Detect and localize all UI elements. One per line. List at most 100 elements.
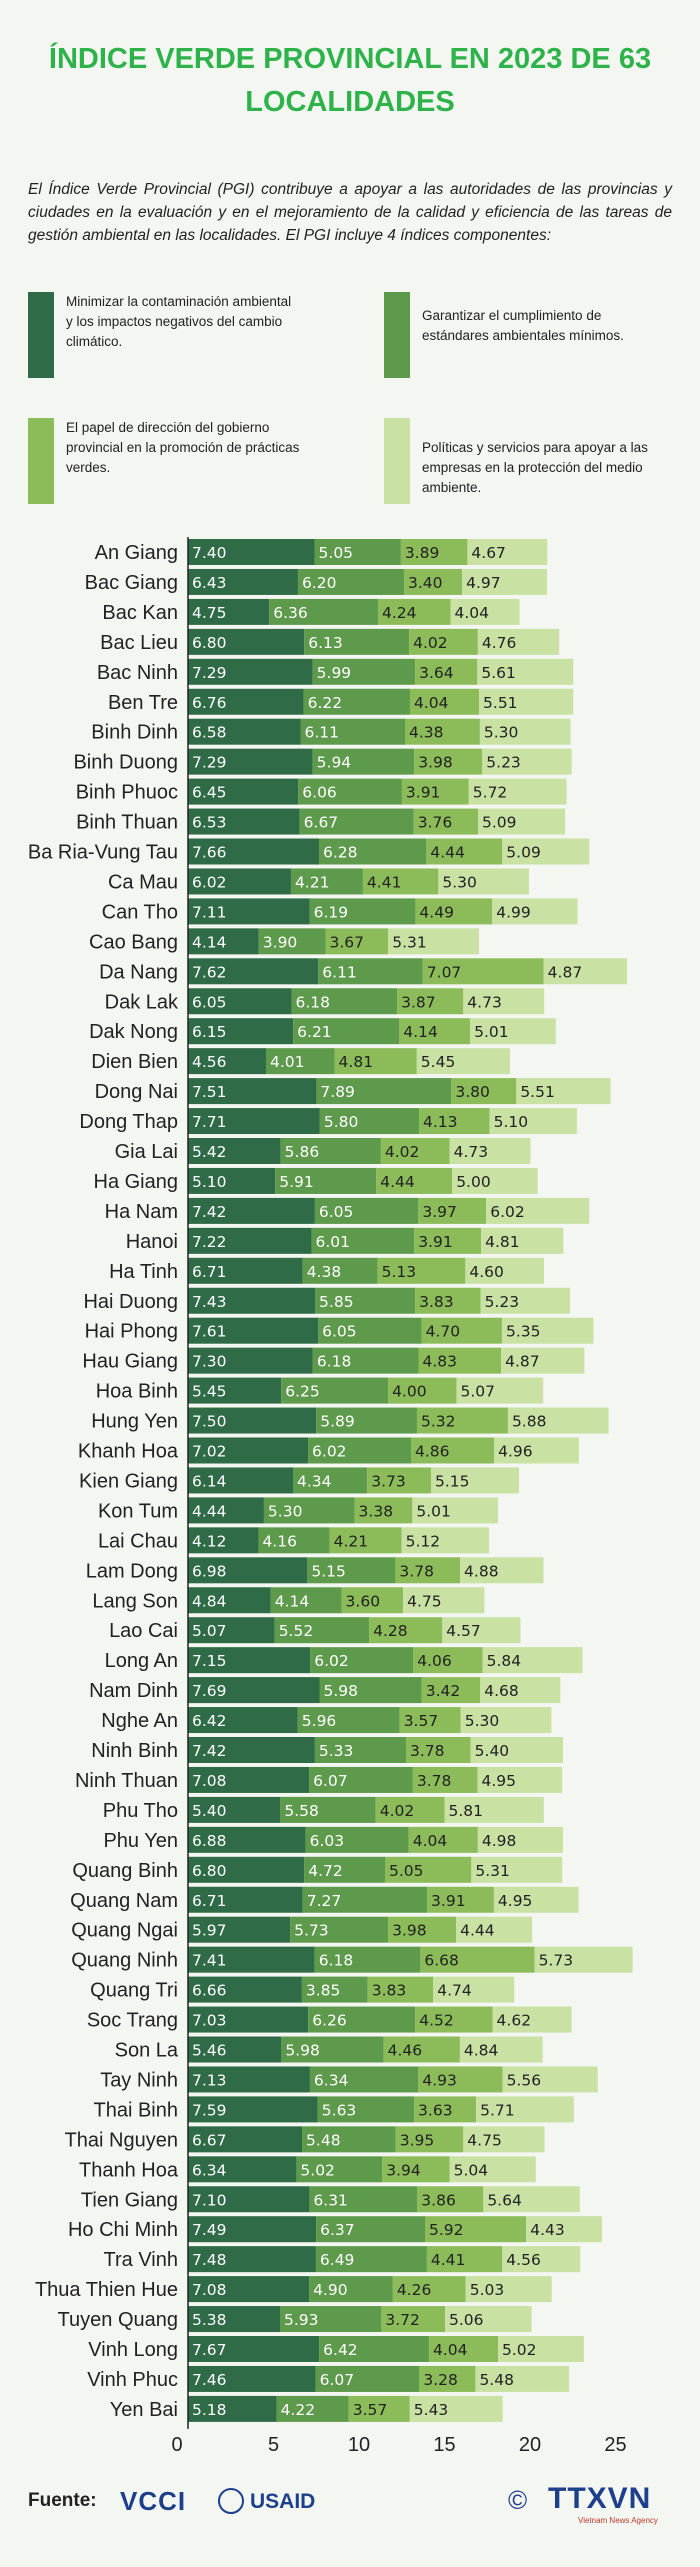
- data-label: 4.34: [297, 1472, 332, 1490]
- data-label: 3.73: [371, 1472, 406, 1490]
- data-label: 5.80: [324, 1113, 359, 1131]
- x-tick-label: 25: [604, 2434, 626, 2456]
- data-label: 5.09: [482, 814, 517, 832]
- data-label: 5.99: [317, 664, 352, 682]
- data-label: 6.45: [192, 784, 227, 802]
- bar-segment: [516, 1078, 611, 1105]
- data-label: 5.05: [389, 1862, 424, 1880]
- data-label: 6.80: [192, 1862, 227, 1880]
- category-label: Quang Ngai: [71, 1920, 178, 1942]
- bar-segment: [460, 1707, 552, 1734]
- data-label: 6.20: [302, 574, 337, 592]
- bar-segment: [188, 1856, 305, 1883]
- data-label: 4.02: [413, 634, 448, 652]
- data-label: 5.94: [317, 754, 352, 772]
- category-label: Dong Thap: [79, 1111, 178, 1133]
- bar-segment: [312, 748, 415, 775]
- bar-segment: [188, 2156, 297, 2183]
- bar-segment: [325, 928, 389, 955]
- bar-segment: [480, 1677, 561, 1704]
- bar-segment: [188, 1527, 259, 1554]
- data-label: 4.98: [482, 1832, 517, 1850]
- data-label: 3.60: [346, 1592, 381, 1610]
- bar-segment: [188, 2336, 320, 2362]
- data-label: 5.18: [192, 2401, 227, 2419]
- data-label: 6.01: [315, 1233, 350, 1251]
- data-label: 7.66: [192, 844, 227, 862]
- bar-segment: [188, 568, 298, 595]
- bar-segment: [188, 598, 270, 625]
- bar-segment: [188, 1707, 298, 1734]
- bar-segment: [314, 539, 401, 565]
- data-label: 4.04: [414, 694, 449, 712]
- bar-segment: [281, 1377, 389, 1404]
- bar-segment: [188, 539, 315, 565]
- data-label: 5.98: [323, 1682, 358, 1700]
- bar-segment: [188, 1647, 311, 1674]
- bar-segment: [188, 2066, 310, 2093]
- data-label: 6.25: [285, 1383, 320, 1401]
- bar-segment: [415, 2006, 493, 2033]
- data-label: 5.73: [294, 1922, 329, 1940]
- bar-segment: [413, 1647, 483, 1674]
- data-label: 4.41: [367, 873, 402, 891]
- data-label: 4.72: [308, 1862, 343, 1880]
- bar-segment: [188, 2186, 310, 2213]
- category-label: Thai Nguyen: [65, 2129, 178, 2151]
- bar-segment: [502, 2246, 581, 2273]
- data-label: 5.73: [539, 1952, 574, 1970]
- bar-segment: [188, 1437, 309, 1464]
- bar-segment: [477, 628, 560, 655]
- data-label: 5.01: [416, 1502, 451, 1520]
- data-label: 5.42: [192, 1143, 227, 1161]
- bar-segment: [534, 1946, 633, 1973]
- data-label: 7.61: [192, 1323, 227, 1341]
- bar-segment: [299, 808, 414, 835]
- x-tick-label: 0: [171, 2434, 182, 2456]
- data-label: 3.40: [408, 574, 443, 592]
- bar-segment: [428, 2336, 499, 2362]
- bar-segment: [470, 1018, 556, 1045]
- data-label: 7.07: [427, 963, 462, 981]
- data-label: 3.98: [392, 1922, 427, 1940]
- bar-segment: [293, 1018, 400, 1045]
- legend-label-2: Garantizar el cumplimiento de estándares…: [422, 308, 624, 343]
- bar-segment: [188, 898, 310, 925]
- bar-segment: [318, 958, 423, 985]
- bar-segment: [188, 1257, 303, 1284]
- data-label: 3.94: [386, 2161, 421, 2179]
- bar-segment: [409, 2395, 503, 2422]
- data-label: 4.02: [385, 1143, 420, 1161]
- data-label: 6.58: [192, 724, 227, 742]
- data-label: 6.11: [305, 724, 340, 742]
- data-label: 7.22: [192, 1233, 227, 1251]
- data-label: 4.52: [419, 2012, 454, 2030]
- bar-segment: [188, 1377, 282, 1404]
- bar-segment: [291, 988, 398, 1015]
- data-label: 5.13: [382, 1263, 417, 1281]
- data-label: 4.04: [413, 1832, 448, 1850]
- bar-segment: [426, 838, 503, 865]
- bar-segment: [258, 928, 326, 955]
- bar-segment: [188, 1677, 320, 1704]
- bar-segment: [426, 2246, 503, 2273]
- bar-segment: [419, 1108, 490, 1135]
- bar-segment: [362, 868, 439, 895]
- data-label: 4.14: [192, 933, 227, 951]
- bar-segment: [188, 2006, 309, 2033]
- bar-segment: [442, 1617, 521, 1644]
- bar-segment: [486, 1197, 590, 1224]
- category-label: Ba Ria-Vung Tau: [28, 842, 178, 864]
- data-label: 6.49: [320, 2251, 355, 2269]
- data-label: 3.78: [410, 1742, 445, 1760]
- category-label: Ha Nam: [105, 1201, 178, 1223]
- category-label: An Giang: [95, 542, 178, 564]
- category-label: Bac Giang: [85, 572, 178, 594]
- bar-segment: [462, 568, 548, 595]
- data-label: 4.60: [469, 1263, 504, 1281]
- data-label: 5.58: [284, 1802, 319, 1820]
- bar-segment: [421, 1317, 502, 1344]
- bar-segment: [188, 2126, 303, 2153]
- bar-segment: [476, 2096, 574, 2123]
- category-label: Soc Trang: [87, 2010, 178, 2032]
